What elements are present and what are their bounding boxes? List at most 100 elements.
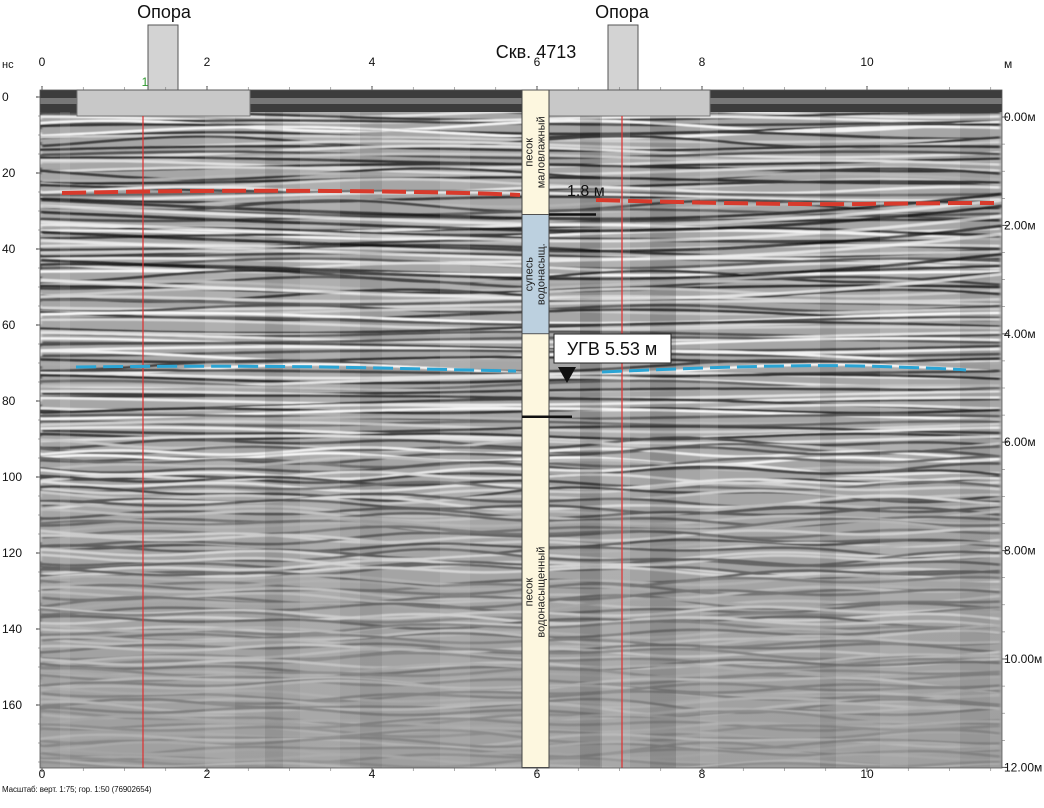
distance-tick-label: 4 xyxy=(369,55,376,69)
time-tick-label: 60 xyxy=(2,318,16,332)
distance-unit-label: м xyxy=(1004,57,1012,71)
scale-footer: Масштаб: верт. 1:75; гор. 1:50 (76902654… xyxy=(2,785,152,794)
depth-tick-label: 0.00м xyxy=(1004,110,1036,124)
support-post xyxy=(147,24,179,91)
groundwater-line-right xyxy=(601,364,967,374)
reflection-band xyxy=(40,269,1001,284)
strong-reflector xyxy=(40,204,1002,233)
reflection-band xyxy=(40,166,1001,176)
borehole-layer: песок маловлажный xyxy=(521,89,550,215)
reflection-band xyxy=(40,144,1001,152)
support-base xyxy=(547,89,711,117)
groundwater-triangle-icon xyxy=(558,367,576,383)
time-tick-label: 160 xyxy=(2,698,22,712)
layer-boundary-line-right xyxy=(595,198,995,207)
reflection-band xyxy=(40,396,1000,407)
depth-tick-label: 4.00м xyxy=(1004,327,1036,341)
reflection-band xyxy=(40,316,1001,327)
groundwater-label-box xyxy=(553,333,672,364)
distance-tick-label: 4 xyxy=(369,767,376,781)
support-footing: Опора xyxy=(547,2,711,117)
reflection-band xyxy=(40,394,1001,402)
reflection-band xyxy=(40,298,1001,306)
support-label: Опора xyxy=(137,2,192,22)
distance-tick-label: 2 xyxy=(204,55,211,69)
reflection-band xyxy=(40,331,1001,344)
depth-tick-label: 12.00м xyxy=(1004,760,1042,774)
distance-tick-label: 8 xyxy=(699,767,706,781)
layer-label: песок xyxy=(524,138,536,167)
time-tick-label: 20 xyxy=(2,166,16,180)
reflection-band xyxy=(40,407,1001,415)
distance-tick-label: 10 xyxy=(860,55,874,69)
distance-tick-label: 6 xyxy=(534,767,541,781)
support-label: Опора xyxy=(595,2,650,22)
borehole-layer: песок водонасыщенный xyxy=(521,416,550,768)
groundwater-callout: УГВ 5.53 м xyxy=(553,333,672,383)
depth-tick-label: 2.00м xyxy=(1004,218,1036,232)
reflection-band xyxy=(40,387,1001,396)
layer-rect xyxy=(521,89,550,215)
strong-reflector xyxy=(40,224,1002,253)
distance-tick-label: 10 xyxy=(860,767,874,781)
reflection-band xyxy=(40,311,1001,325)
reflection-band xyxy=(40,341,1001,352)
reflection-band xyxy=(40,420,1001,428)
top-marker: 1 xyxy=(142,75,149,89)
depth-tick-label: 6.00м xyxy=(1004,435,1036,449)
distance-tick-label: 6 xyxy=(534,55,541,69)
time-tick-label: 80 xyxy=(2,394,16,408)
time-tick-label: 40 xyxy=(2,242,16,256)
time-unit-label: нс xyxy=(2,59,14,71)
reflection-band xyxy=(40,275,1001,290)
contact-depth-label: 1.8 м xyxy=(567,183,605,200)
reflection-band xyxy=(40,251,1001,263)
groundwater-line-left xyxy=(75,364,517,373)
strong-reflector xyxy=(40,232,1002,261)
distance-tick-label: 0 xyxy=(39,55,46,69)
time-tick-label: 0 xyxy=(2,90,9,104)
time-tick-label: 120 xyxy=(2,546,22,560)
strong-reflector xyxy=(40,272,1002,301)
strong-reflector xyxy=(40,192,1002,221)
borehole-layer xyxy=(521,333,550,418)
strong-reflector xyxy=(40,252,1002,281)
layer-label: песок xyxy=(524,578,536,607)
reflection-band xyxy=(40,243,1001,258)
layer-boundary-line-left xyxy=(61,188,521,197)
strong-reflector xyxy=(40,214,1002,243)
layer-rect xyxy=(521,333,550,418)
reflection-band xyxy=(40,215,1001,229)
reflection-band xyxy=(40,179,1001,194)
layer-label: супесь xyxy=(524,257,536,292)
distance-tick-label: 0 xyxy=(39,767,46,781)
deep-attenuation xyxy=(40,430,1002,768)
strong-reflector xyxy=(40,198,1002,227)
reflection-band xyxy=(40,269,1001,277)
reflection-band xyxy=(40,144,1001,159)
layer-label: водонасыщенный xyxy=(536,547,548,638)
reflection-band xyxy=(40,371,1001,380)
reflection-band xyxy=(40,185,1001,195)
depth-tick-label: 8.00м xyxy=(1004,544,1036,558)
reflection-band xyxy=(40,373,1001,385)
reflection-band xyxy=(40,159,1001,170)
reflection-band xyxy=(40,125,1001,140)
reflection-band xyxy=(40,320,1001,335)
reflection-band xyxy=(40,195,1001,204)
support-base xyxy=(76,89,251,117)
layer-label: маловлажный xyxy=(536,116,548,188)
distance-tick-label: 2 xyxy=(204,767,211,781)
top-light-band xyxy=(40,98,1002,104)
borehole-layer: супесь водонасыщ. xyxy=(521,214,550,335)
plot-frame xyxy=(39,89,1003,769)
layer-label: водонасыщ. xyxy=(536,243,548,305)
depth-tick-label: 10.00м xyxy=(1004,652,1042,666)
reflection-band xyxy=(40,167,1001,181)
distance-tick-label: 8 xyxy=(699,55,706,69)
support-post xyxy=(607,24,639,91)
reflection-band xyxy=(40,150,1001,160)
time-tick-label: 100 xyxy=(2,470,22,484)
